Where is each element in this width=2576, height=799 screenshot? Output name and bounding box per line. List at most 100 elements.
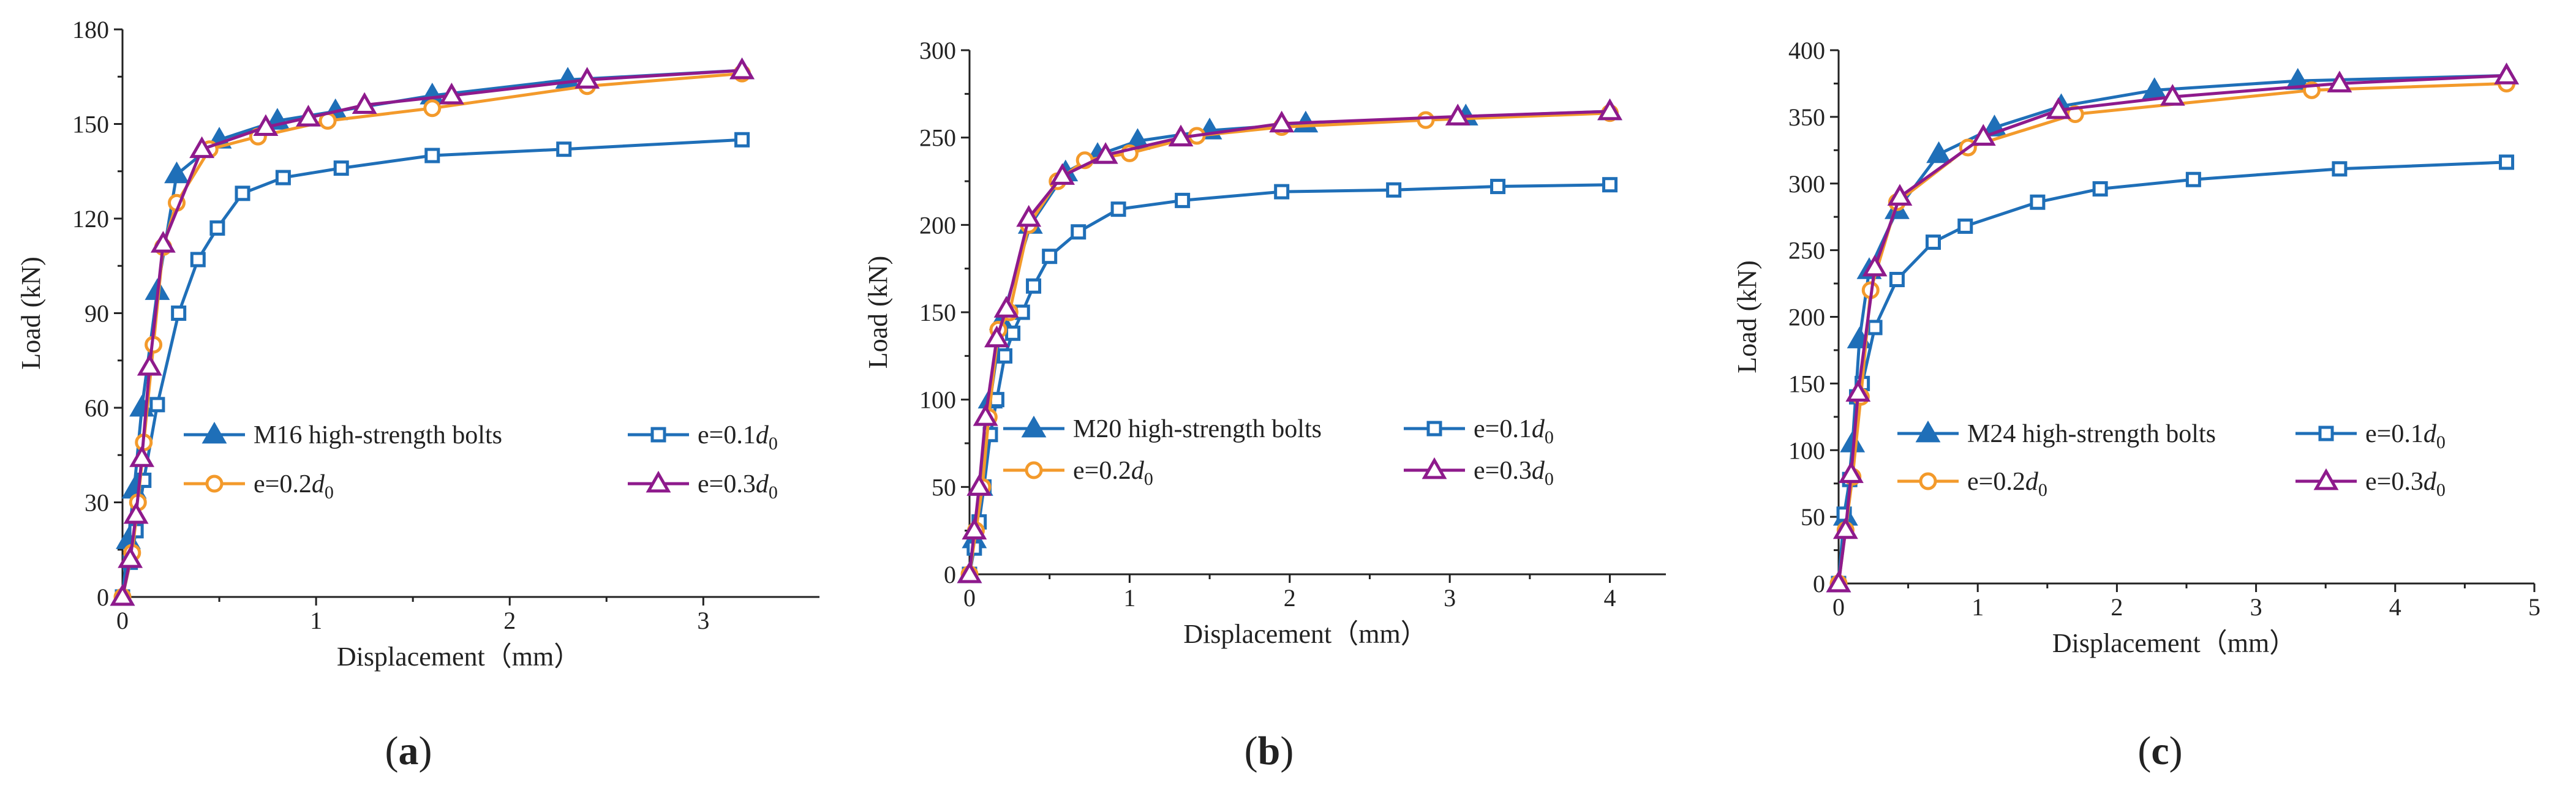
data-point <box>1957 218 1973 234</box>
data-point <box>574 67 600 89</box>
data-point <box>110 583 135 606</box>
data-point <box>352 92 377 114</box>
legend-label: e=0.3d0 <box>698 470 778 503</box>
x-tick-label: 1 <box>1972 593 1984 621</box>
data-point <box>129 445 155 467</box>
data-point <box>729 57 755 80</box>
legend-marker <box>646 470 671 493</box>
y-tick-label: 200 <box>919 211 956 239</box>
legend-marker <box>1915 420 1941 443</box>
x-axis-label: Displacement（mm） <box>2052 628 2296 658</box>
series-e03 <box>110 57 755 606</box>
legend-marker <box>1021 415 1047 438</box>
legend-label: e=0.1d0 <box>698 421 778 454</box>
legend-label: M16 high-strength bolts <box>254 421 502 449</box>
y-axis-label: Load (kN) <box>1732 260 1762 373</box>
x-tick-label: 0 <box>116 607 129 634</box>
data-point <box>1269 110 1295 133</box>
y-tick-label: 350 <box>1788 103 1825 131</box>
legend: M20 high-strength bolts e=0.1d0 e=0.2d0 e=0… <box>1003 415 1554 489</box>
y-tick-label: 400 <box>1788 37 1825 64</box>
data-point <box>1602 177 1618 193</box>
legend-label: e=0.3d0 <box>1474 457 1554 489</box>
data-point <box>993 296 1019 318</box>
panel-caption: (c) <box>2137 729 2182 773</box>
data-point <box>235 186 250 201</box>
x-tick-label: 3 <box>1444 584 1456 612</box>
legend-label: e=0.2d0 <box>254 470 334 503</box>
data-point <box>149 397 165 413</box>
y-tick-label: 0 <box>1813 570 1825 598</box>
data-point <box>275 170 291 186</box>
data-point <box>1490 179 1506 195</box>
data-point <box>1826 570 1851 593</box>
y-tick-label: 180 <box>72 16 109 43</box>
data-point <box>253 114 279 137</box>
legend-label: M24 high-strength bolts <box>1967 420 2216 448</box>
data-point <box>209 220 225 236</box>
legend-marker <box>1426 421 1442 437</box>
data-point <box>118 546 143 568</box>
data-point <box>1042 249 1058 264</box>
y-tick-label: 150 <box>72 111 109 138</box>
y-tick-label: 250 <box>1788 237 1825 264</box>
data-point <box>189 136 215 159</box>
data-point <box>137 353 162 376</box>
series-e01 <box>115 132 750 605</box>
x-tick-label: 1 <box>1123 584 1135 612</box>
data-point <box>957 561 982 583</box>
data-point <box>296 105 321 127</box>
data-point <box>1417 111 1435 129</box>
x-axis-label: Displacement（mm） <box>1183 619 1427 649</box>
legend-marker <box>2313 468 2339 490</box>
y-tick-label: 0 <box>97 583 109 611</box>
data-point <box>2046 97 2071 119</box>
data-point <box>1016 204 1042 227</box>
series-e03 <box>957 98 1622 583</box>
chart-panel-c: 0 1 2 3 4 5050100150200250300350400Displaceme… <box>1732 37 2540 773</box>
series-line <box>1837 160 2507 584</box>
x-tick-label: 2 <box>503 607 516 634</box>
data-point <box>1597 98 1622 121</box>
chart-panel-a: 0 1 2 30306090120150180Displacement（mm）Load… <box>16 16 819 773</box>
data-point <box>984 325 1009 348</box>
data-point <box>2327 70 2352 92</box>
data-point <box>2332 161 2348 177</box>
legend-marker <box>1025 461 1043 479</box>
data-point <box>439 83 464 105</box>
data-point <box>1867 320 1883 336</box>
data-point <box>1887 184 1913 206</box>
legend-entry-M24: M24 high-strength bolts <box>1897 420 2216 448</box>
series-line <box>121 138 742 598</box>
data-point <box>1093 142 1118 164</box>
data-point <box>1175 192 1191 208</box>
legend-marker <box>650 427 666 443</box>
x-axis-label: Displacement（mm） <box>337 642 581 672</box>
x-tick-label: 4 <box>2389 593 2401 621</box>
data-point <box>966 474 992 496</box>
y-tick-label: 300 <box>919 37 956 64</box>
data-point <box>962 517 987 540</box>
series-e01 <box>962 177 1618 582</box>
data-point <box>1274 184 1290 200</box>
x-tick-label: 5 <box>2528 593 2540 621</box>
legend-entry-e03: e=0.3d0 <box>1404 457 1554 489</box>
legend-entry-e01: e=0.1d0 <box>1404 415 1554 448</box>
data-point <box>424 148 440 163</box>
legend-label: e=0.2d0 <box>1967 468 2047 500</box>
legend-marker <box>201 421 227 444</box>
legend-entry-e03: e=0.3d0 <box>628 470 778 503</box>
legend-label: e=0.1d0 <box>1474 415 1554 448</box>
legend-marker <box>1919 472 1937 490</box>
data-point <box>1386 182 1402 198</box>
data-point <box>1845 380 1871 402</box>
data-point <box>1026 278 1042 294</box>
data-point <box>1168 124 1194 147</box>
data-point <box>556 141 572 157</box>
data-point <box>1005 325 1021 341</box>
legend-marker <box>1422 457 1447 479</box>
data-point <box>1970 124 1996 146</box>
legend-label: e=0.2d0 <box>1073 457 1153 489</box>
legend-entry-e02: e=0.2d0 <box>1003 457 1153 489</box>
data-point <box>150 231 176 253</box>
